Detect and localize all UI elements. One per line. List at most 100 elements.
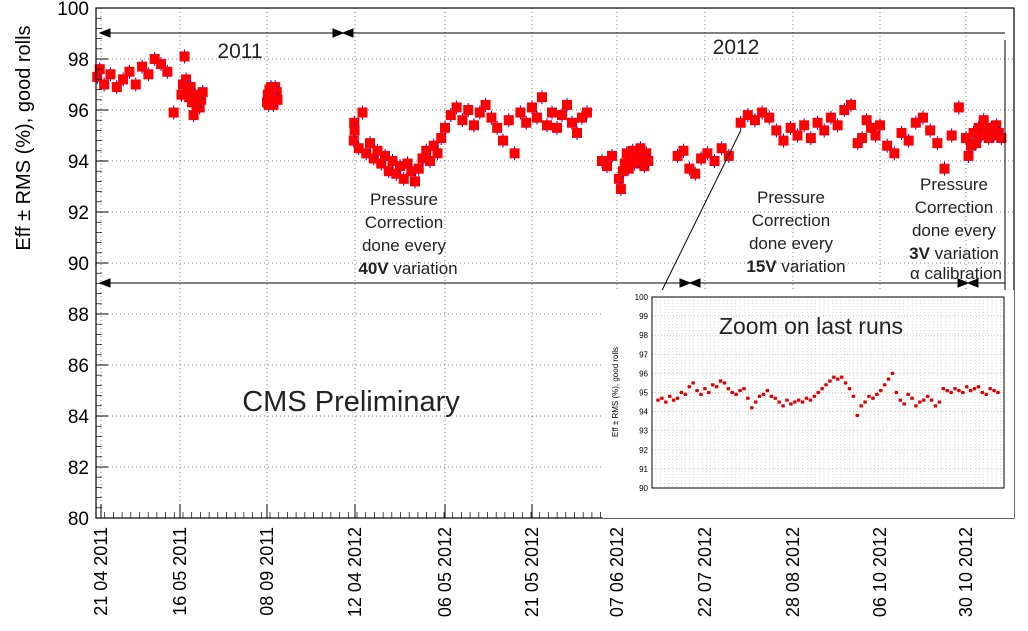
inset-data-point	[722, 381, 727, 385]
data-point	[819, 125, 830, 136]
data-point	[771, 125, 782, 136]
data-point	[641, 148, 652, 159]
inset-data-point	[832, 375, 836, 379]
cms-preliminary-label: CMS Preliminary	[242, 386, 460, 418]
inset-data-point	[800, 400, 805, 404]
data-point	[168, 107, 179, 118]
data-point	[188, 110, 199, 121]
data-point	[421, 145, 432, 156]
inset-data-point	[758, 394, 762, 398]
data-point	[185, 82, 196, 93]
inset-data-point	[941, 387, 945, 391]
inset-data-point	[742, 387, 746, 391]
inset-data-point	[820, 387, 824, 391]
data-point	[428, 140, 439, 151]
data-point	[270, 82, 281, 93]
main-data-points	[92, 49, 1007, 197]
inset-data-point	[992, 388, 996, 393]
period3-line2: Correction	[915, 198, 993, 217]
data-point	[986, 122, 997, 133]
inset-data-point	[828, 379, 832, 383]
data-point	[971, 138, 982, 149]
inset-y-tick-label: 91	[639, 465, 648, 474]
inset-data-point	[789, 402, 793, 406]
inset-data-point	[980, 390, 984, 395]
inset-data-point	[718, 379, 723, 383]
inset-data-point	[707, 390, 711, 395]
data-point	[785, 122, 796, 133]
inset-data-point	[675, 396, 680, 400]
inset-data-point	[668, 394, 672, 398]
data-point	[149, 54, 160, 64]
data-point	[839, 105, 850, 115]
inset-data-point	[976, 385, 981, 389]
inset-data-point	[933, 404, 938, 408]
data-point	[619, 158, 630, 169]
inset-data-point	[754, 400, 758, 404]
data-point	[402, 158, 413, 169]
x-tick-label: 30 10 2012	[956, 527, 976, 617]
data-point	[852, 138, 863, 149]
inset-data-point	[824, 383, 828, 387]
data-point	[635, 143, 646, 154]
data-point	[105, 69, 116, 80]
data-point	[991, 120, 1002, 131]
inset-data-point	[660, 396, 664, 400]
data-point	[910, 117, 921, 128]
data-point	[988, 130, 999, 141]
x-tick-label: 06 10 2012	[870, 527, 890, 617]
data-point	[932, 138, 943, 149]
data-point	[617, 166, 628, 177]
data-point	[966, 140, 977, 151]
x-tick-label: 21 04 2011	[91, 527, 111, 616]
inset-data-point	[961, 390, 965, 395]
inset-data-point	[672, 398, 676, 402]
data-point	[903, 135, 914, 146]
inset-data-point	[847, 387, 852, 391]
inset-data-point	[691, 381, 695, 385]
data-point	[557, 110, 567, 121]
data-point	[735, 117, 746, 128]
data-point	[607, 150, 617, 161]
period1-suffix: variation	[389, 259, 458, 278]
data-point	[857, 133, 868, 144]
inset-y-tick-label: 95	[639, 389, 648, 398]
data-point	[961, 133, 971, 144]
data-point	[361, 148, 372, 159]
x-tick-label: 12 04 2012	[345, 527, 365, 617]
data-point	[996, 133, 1007, 144]
inset-y-tick-label: 92	[639, 446, 648, 455]
x-tick-label: 21 05 2012	[522, 527, 542, 617]
data-point	[176, 89, 187, 100]
data-point	[757, 107, 768, 118]
data-point	[486, 112, 497, 123]
inset-data-point	[902, 402, 906, 406]
inset-data-point	[781, 404, 785, 408]
data-point	[521, 117, 532, 128]
data-point	[749, 115, 760, 126]
inset-y-tick-label: 98	[639, 331, 648, 340]
inset-data-point	[808, 398, 813, 402]
data-point	[825, 112, 836, 123]
data-point	[702, 148, 713, 159]
data-point	[143, 69, 154, 80]
inset-data-point	[879, 388, 883, 393]
x-tick-label: 06 05 2012	[435, 527, 455, 617]
period1-line1: Pressure	[370, 190, 438, 209]
inset-data-point	[812, 394, 816, 398]
data-point	[387, 156, 398, 166]
data-point	[678, 145, 689, 156]
inset-data-point	[687, 385, 691, 389]
x-axis-ticks: 21 04 2011 16 05 2011 08 09 2011 12 04 2012…	[91, 504, 1010, 617]
data-point	[812, 117, 823, 128]
data-point	[552, 122, 562, 133]
inset-data-point	[773, 396, 777, 400]
data-point	[349, 125, 360, 136]
data-point	[457, 115, 468, 126]
inset-data-point	[914, 404, 918, 408]
inset-data-point	[703, 387, 707, 391]
data-point	[469, 120, 479, 131]
data-point	[111, 82, 122, 93]
data-point	[99, 79, 110, 90]
